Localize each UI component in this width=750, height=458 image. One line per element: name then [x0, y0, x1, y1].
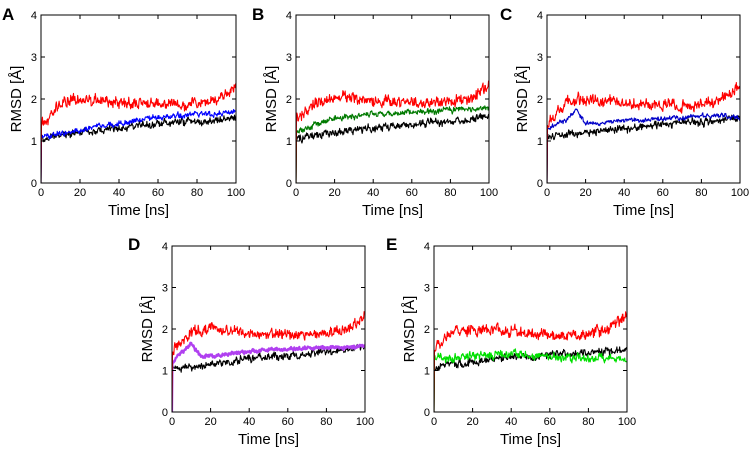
x-tick-label: 60 [152, 187, 164, 199]
series-blue-line [41, 108, 236, 183]
x-tick-label: 0 [38, 187, 44, 199]
x-tick-label: 80 [695, 187, 707, 199]
y-tick-label: 3 [424, 283, 430, 295]
y-tick-label: 2 [31, 94, 37, 106]
y-tick-label: 4 [162, 241, 168, 253]
y-tick-label: 0 [31, 178, 37, 190]
y-tick-label: 4 [286, 10, 292, 22]
panel-a: A 0 20 40 60 80 100 0 1 2 3 4 Time [ns] RMSD [Å] [2, 5, 245, 219]
x-axis-label: Time [ns] [108, 202, 169, 219]
y-tick-label: 0 [162, 407, 168, 419]
y-tick-label: 0 [537, 178, 543, 190]
y-tick-label: 3 [31, 52, 37, 64]
y-tick-label: 4 [424, 241, 430, 253]
x-tick-label: 40 [618, 187, 630, 199]
series-red-line [547, 81, 740, 183]
x-tick-label: 0 [544, 187, 550, 199]
y-tick-label: 2 [286, 94, 292, 106]
y-axis-label: RMSD [Å] [514, 66, 531, 133]
y-tick-label: 2 [162, 324, 168, 336]
panel-c: C 0 20 40 60 80 100 0 1 2 3 4 Time [ns] RMSD [Å] [500, 5, 749, 219]
x-tick-label: 100 [227, 187, 245, 199]
panel-letter: D [128, 235, 140, 254]
plot-frame [546, 14, 741, 184]
y-tick-label: 2 [424, 324, 430, 336]
y-tick-label: 4 [537, 10, 543, 22]
y-tick-label: 1 [286, 136, 292, 148]
series-red-line [434, 311, 627, 412]
x-tick-label: 80 [444, 187, 456, 199]
y-axis-label: RMSD [Å] [263, 66, 280, 133]
x-tick-label: 20 [204, 416, 216, 428]
panel-letter: E [386, 235, 397, 254]
series-green-line [296, 105, 489, 183]
y-tick-label: 0 [424, 407, 430, 419]
x-tick-label: 40 [113, 187, 125, 199]
x-axis-label: Time [ns] [500, 431, 561, 448]
x-tick-label: 100 [731, 187, 749, 199]
panel-letter: C [500, 5, 512, 24]
x-tick-label: 100 [356, 416, 374, 428]
y-tick-label: 3 [162, 283, 168, 295]
series-black-line [434, 346, 627, 412]
x-tick-label: 40 [243, 416, 255, 428]
x-tick-label: 60 [657, 187, 669, 199]
x-tick-label: 20 [328, 187, 340, 199]
panel-b: B 0 20 40 60 80 100 0 1 2 3 4 Time [ns] RMSD [Å] [252, 5, 498, 219]
x-tick-label: 100 [618, 416, 636, 428]
x-tick-label: 0 [293, 187, 299, 199]
x-tick-label: 20 [74, 187, 86, 199]
x-tick-label: 20 [466, 416, 478, 428]
y-tick-label: 1 [162, 366, 168, 378]
series-red-line [296, 80, 489, 183]
x-tick-label: 0 [169, 416, 175, 428]
series-blue-line [547, 108, 740, 183]
x-tick-label: 40 [505, 416, 517, 428]
series-black-line [41, 114, 236, 183]
series-red-line [41, 83, 236, 183]
series-red-line [172, 311, 365, 412]
x-tick-label: 60 [544, 416, 556, 428]
x-tick-label: 0 [431, 416, 437, 428]
y-tick-label: 1 [31, 136, 37, 148]
x-axis-label: Time [ns] [238, 431, 299, 448]
series-purple-line [172, 341, 365, 412]
panel-letter: A [2, 5, 14, 24]
x-axis-label: Time [ns] [613, 202, 674, 219]
x-tick-label: 80 [582, 416, 594, 428]
x-tick-label: 60 [406, 187, 418, 199]
series-black-line [172, 343, 365, 412]
y-tick-label: 3 [537, 52, 543, 64]
y-axis-label: RMSD [Å] [139, 296, 156, 363]
panel-e: E 0 20 40 60 80 100 0 1 2 3 4 Time [ns] RMSD [Å] [386, 235, 636, 448]
panel-letter: B [252, 5, 264, 24]
y-tick-label: 4 [31, 10, 37, 22]
x-tick-label: 80 [320, 416, 332, 428]
y-tick-label: 3 [286, 52, 292, 64]
y-tick-label: 2 [537, 94, 543, 106]
panel-d: D 0 20 40 60 80 100 0 1 2 3 4 Time [ns] RMSD [Å] [128, 235, 374, 448]
series-black-line [296, 112, 489, 183]
x-tick-label: 100 [480, 187, 498, 199]
x-axis-label: Time [ns] [362, 202, 423, 219]
series-black-line [547, 114, 740, 183]
y-tick-label: 1 [537, 136, 543, 148]
y-tick-label: 0 [286, 178, 292, 190]
x-tick-label: 20 [579, 187, 591, 199]
series-green-line [434, 348, 627, 412]
y-tick-label: 1 [424, 366, 430, 378]
y-axis-label: RMSD [Å] [8, 66, 25, 133]
y-axis-label: RMSD [Å] [401, 296, 418, 363]
x-tick-label: 60 [282, 416, 294, 428]
x-tick-label: 80 [191, 187, 203, 199]
x-tick-label: 40 [367, 187, 379, 199]
